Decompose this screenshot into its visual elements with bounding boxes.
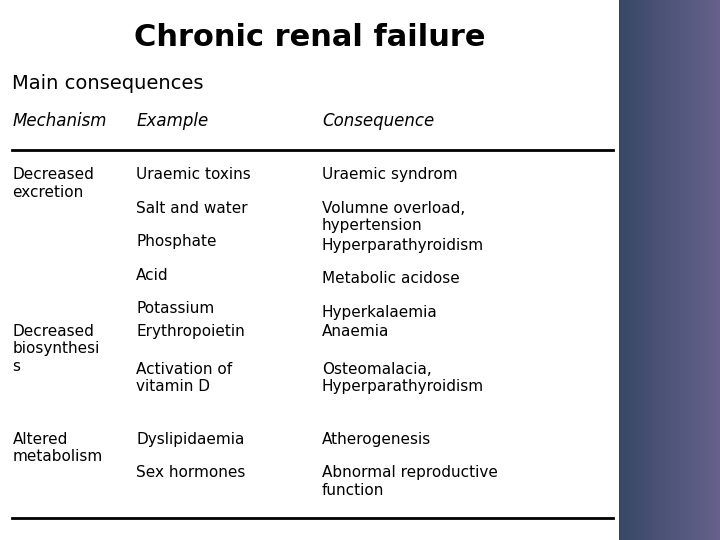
Bar: [619, 0, 621, 540]
Bar: [649, 0, 652, 540]
Bar: [686, 0, 689, 540]
Text: Osteomalacia,
Hyperparathyroidism: Osteomalacia, Hyperparathyroidism: [322, 362, 484, 394]
Bar: [708, 0, 711, 540]
Text: Abnormal reproductive
function: Abnormal reproductive function: [322, 465, 498, 498]
Text: Decreased
biosynthesi
s: Decreased biosynthesi s: [12, 324, 100, 374]
Bar: [654, 0, 657, 540]
Text: Sex hormones: Sex hormones: [136, 465, 246, 481]
Bar: [695, 0, 697, 540]
Bar: [680, 0, 682, 540]
Bar: [638, 0, 640, 540]
Text: Consequence: Consequence: [322, 112, 434, 131]
Bar: [668, 0, 670, 540]
Bar: [671, 0, 674, 540]
Bar: [636, 0, 639, 540]
Bar: [656, 0, 659, 540]
Bar: [626, 0, 629, 540]
Bar: [646, 0, 649, 540]
Bar: [621, 0, 624, 540]
Text: Hyperkalaemia: Hyperkalaemia: [322, 305, 438, 320]
Bar: [676, 0, 679, 540]
Bar: [693, 0, 696, 540]
Bar: [639, 0, 642, 540]
Text: Metabolic acidose: Metabolic acidose: [322, 271, 460, 286]
Bar: [706, 0, 709, 540]
Bar: [629, 0, 631, 540]
Bar: [651, 0, 654, 540]
Bar: [623, 0, 625, 540]
Bar: [683, 0, 685, 540]
Text: Hyperparathyroidism: Hyperparathyroidism: [322, 238, 484, 253]
Text: Uraemic toxins: Uraemic toxins: [136, 167, 251, 183]
Bar: [705, 0, 707, 540]
Bar: [648, 0, 650, 540]
Bar: [691, 0, 694, 540]
Bar: [661, 0, 664, 540]
Bar: [690, 0, 692, 540]
Text: Acid: Acid: [136, 268, 169, 283]
Bar: [685, 0, 687, 540]
Bar: [641, 0, 644, 540]
Bar: [681, 0, 684, 540]
Text: Anaemia: Anaemia: [322, 324, 390, 339]
Text: Mechanism: Mechanism: [12, 112, 107, 131]
Text: Phosphate: Phosphate: [136, 234, 217, 249]
Bar: [715, 0, 717, 540]
Text: Potassium: Potassium: [136, 301, 215, 316]
Text: Atherogenesis: Atherogenesis: [322, 432, 431, 447]
Text: Example: Example: [136, 112, 209, 131]
Bar: [670, 0, 672, 540]
Text: Main consequences: Main consequences: [12, 74, 204, 93]
Bar: [628, 0, 630, 540]
Bar: [698, 0, 701, 540]
Bar: [631, 0, 634, 540]
Bar: [675, 0, 677, 540]
Bar: [719, 0, 720, 540]
Bar: [633, 0, 635, 540]
Bar: [696, 0, 699, 540]
Bar: [678, 0, 680, 540]
Text: Salt and water: Salt and water: [136, 201, 248, 216]
Text: Dyslipidaemia: Dyslipidaemia: [136, 432, 245, 447]
Bar: [644, 0, 647, 540]
Text: Activation of
vitamin D: Activation of vitamin D: [136, 362, 233, 394]
Bar: [673, 0, 675, 540]
Text: Chronic renal failure: Chronic renal failure: [134, 23, 485, 52]
Bar: [714, 0, 716, 540]
Bar: [663, 0, 665, 540]
Text: Decreased
excretion: Decreased excretion: [12, 167, 94, 200]
Bar: [716, 0, 719, 540]
Bar: [666, 0, 669, 540]
Bar: [643, 0, 645, 540]
Bar: [658, 0, 660, 540]
Bar: [710, 0, 712, 540]
Bar: [624, 0, 626, 540]
Bar: [711, 0, 714, 540]
Bar: [660, 0, 662, 540]
Text: Uraemic syndrom: Uraemic syndrom: [322, 167, 458, 183]
Text: Erythropoietin: Erythropoietin: [136, 324, 245, 339]
Bar: [703, 0, 706, 540]
Text: Altered
metabolism: Altered metabolism: [12, 432, 103, 464]
Bar: [634, 0, 636, 540]
Text: Volumne overload,
hypertension: Volumne overload, hypertension: [322, 201, 465, 233]
Bar: [700, 0, 702, 540]
Bar: [665, 0, 667, 540]
Bar: [701, 0, 704, 540]
Bar: [653, 0, 655, 540]
Bar: [688, 0, 690, 540]
